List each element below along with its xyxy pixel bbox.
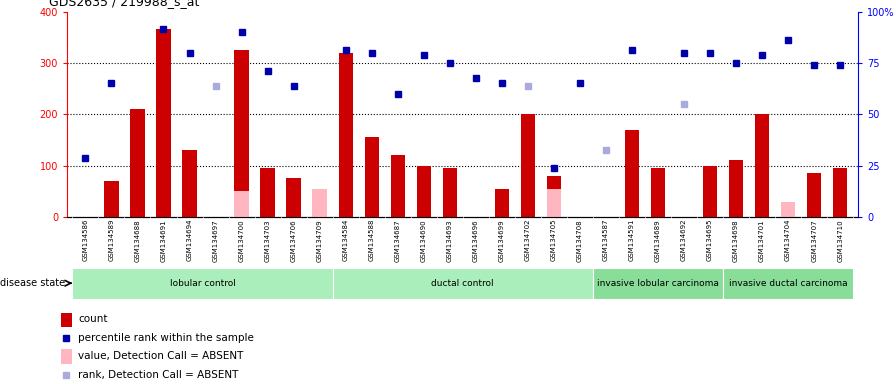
Text: GSM134702: GSM134702: [525, 219, 530, 262]
Text: rank, Detection Call = ABSENT: rank, Detection Call = ABSENT: [78, 370, 238, 380]
Text: GSM134693: GSM134693: [447, 219, 452, 262]
Bar: [339, 53, 353, 217]
Text: percentile rank within the sample: percentile rank within the sample: [78, 333, 254, 343]
Text: GSM134700: GSM134700: [238, 219, 245, 262]
Text: value, Detection Call = ABSENT: value, Detection Call = ABSENT: [78, 351, 244, 361]
Text: GSM134701: GSM134701: [759, 219, 765, 262]
Bar: [625, 130, 639, 217]
Bar: [61, 313, 72, 327]
Bar: [443, 168, 457, 217]
Text: GSM134687: GSM134687: [395, 219, 401, 262]
Bar: [287, 179, 301, 217]
Text: GSM134706: GSM134706: [290, 219, 297, 262]
Bar: [235, 191, 249, 217]
Text: GSM134703: GSM134703: [264, 219, 271, 262]
Bar: [702, 166, 717, 217]
Text: GSM134587: GSM134587: [603, 219, 609, 262]
Bar: [313, 189, 327, 217]
Text: GSM134692: GSM134692: [681, 219, 687, 262]
Bar: [833, 168, 848, 217]
Bar: [156, 30, 170, 217]
Bar: [235, 50, 249, 217]
Text: GSM134705: GSM134705: [551, 219, 557, 262]
Text: GSM134690: GSM134690: [421, 219, 426, 262]
Bar: [650, 168, 665, 217]
Bar: [755, 114, 770, 217]
Bar: [261, 168, 275, 217]
Text: count: count: [78, 314, 108, 324]
Text: invasive lobular carcinoma: invasive lobular carcinoma: [597, 279, 719, 288]
Text: ductal control: ductal control: [432, 279, 494, 288]
Text: GSM134704: GSM134704: [785, 219, 791, 262]
Text: GSM134707: GSM134707: [811, 219, 817, 262]
Bar: [104, 181, 118, 217]
Bar: [332, 268, 593, 298]
Bar: [365, 137, 379, 217]
Text: lobular control: lobular control: [169, 279, 236, 288]
Bar: [183, 150, 197, 217]
Bar: [391, 156, 405, 217]
Text: GSM134697: GSM134697: [212, 219, 219, 262]
Text: disease state: disease state: [0, 278, 65, 288]
Text: GSM134691: GSM134691: [160, 219, 167, 262]
Text: GSM134698: GSM134698: [733, 219, 739, 262]
Bar: [728, 161, 743, 217]
Text: GSM134591: GSM134591: [629, 219, 635, 262]
Text: GSM134689: GSM134689: [655, 219, 661, 262]
Text: GSM134696: GSM134696: [473, 219, 478, 262]
Text: GSM134694: GSM134694: [186, 219, 193, 262]
Bar: [521, 114, 535, 217]
Text: GDS2635 / 219988_s_at: GDS2635 / 219988_s_at: [49, 0, 200, 8]
Bar: [547, 189, 561, 217]
Bar: [417, 166, 431, 217]
Bar: [723, 268, 853, 298]
Text: GSM134589: GSM134589: [108, 219, 115, 262]
Text: GSM134708: GSM134708: [577, 219, 583, 262]
Text: invasive ductal carcinoma: invasive ductal carcinoma: [728, 279, 848, 288]
Text: GSM134588: GSM134588: [368, 219, 375, 262]
Bar: [130, 109, 144, 217]
Bar: [593, 268, 723, 298]
Bar: [73, 268, 332, 298]
Text: GSM134584: GSM134584: [342, 219, 349, 262]
Text: GSM134688: GSM134688: [134, 219, 141, 262]
Text: GSM134695: GSM134695: [707, 219, 713, 262]
Bar: [547, 176, 561, 217]
Bar: [781, 202, 796, 217]
Text: GSM134699: GSM134699: [499, 219, 504, 262]
Text: GSM134709: GSM134709: [316, 219, 323, 262]
Bar: [61, 349, 72, 364]
Text: GSM134710: GSM134710: [837, 219, 843, 262]
Bar: [495, 189, 509, 217]
Text: GSM134586: GSM134586: [82, 219, 89, 262]
Bar: [807, 173, 822, 217]
